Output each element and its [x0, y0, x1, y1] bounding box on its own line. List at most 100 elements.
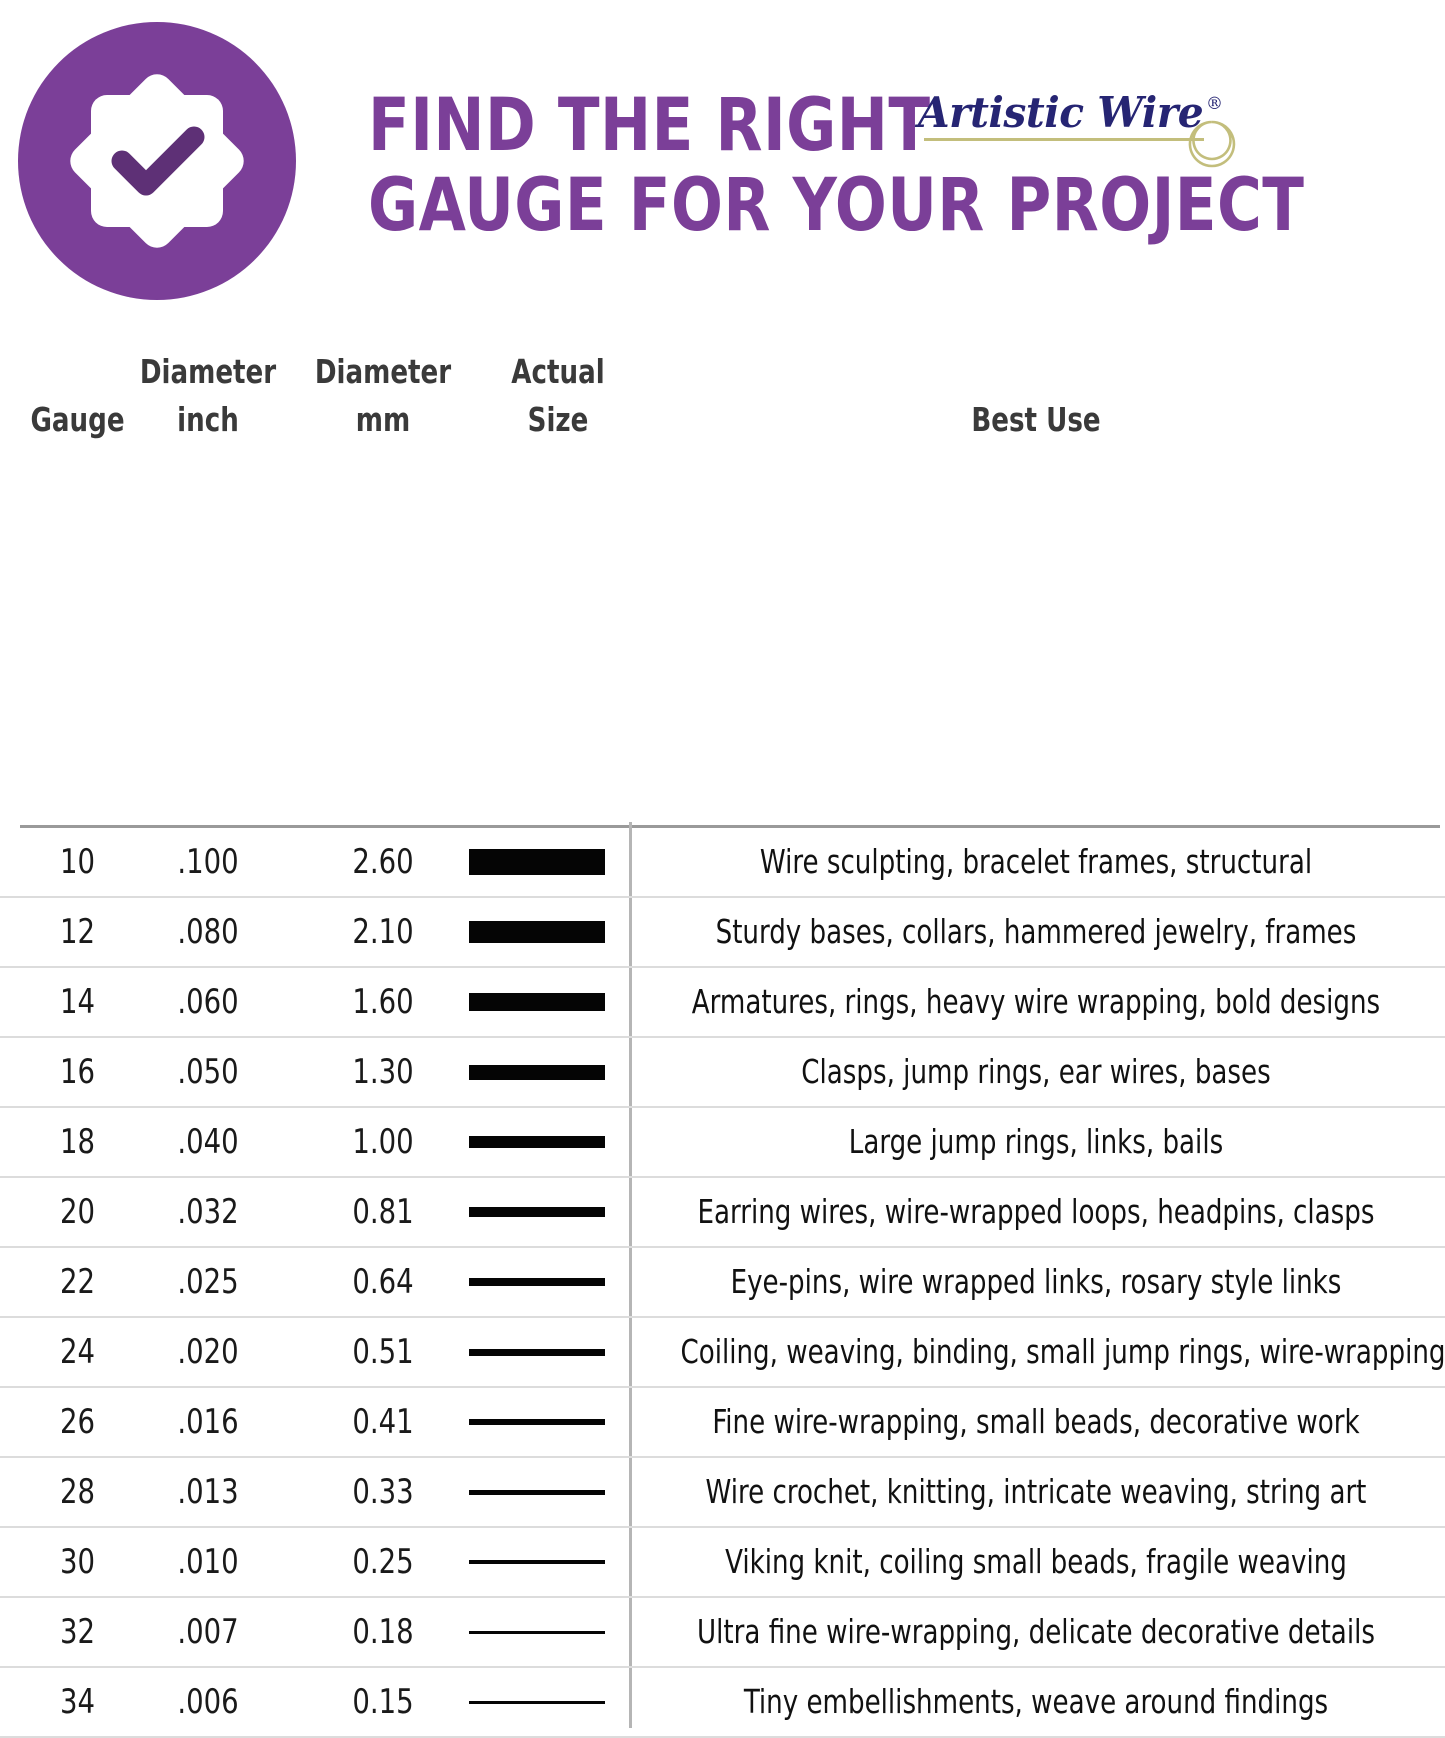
table-row: 20 .032 0.81 Earring wires, wire-wrapped lo… [0, 1178, 1445, 1248]
actual-size-bar [469, 921, 605, 943]
cell-diameter-inch: .016 [177, 1402, 239, 1442]
cell-actual-size [469, 968, 605, 1036]
actual-size-bar [469, 1348, 605, 1356]
actual-size-bar [469, 1489, 605, 1495]
cell-gauge: 10 [59, 842, 96, 882]
table-body: 10 .100 2.60 Wire sculpting, bracelet frame… [0, 828, 1445, 1738]
cell-diameter-inch: .013 [177, 1472, 239, 1512]
cell-gauge: 24 [59, 1332, 96, 1372]
cell-actual-size [469, 898, 605, 966]
cell-gauge: 28 [59, 1472, 96, 1512]
cell-gauge: 12 [59, 912, 96, 952]
title-line-2: GAUGE FOR YOUR PROJECT [368, 163, 1305, 248]
verified-check-badge-icon [18, 22, 296, 300]
cell-gauge: 16 [59, 1052, 96, 1092]
column-divider-vertical [629, 822, 632, 1728]
cell-actual-size [469, 1178, 605, 1246]
actual-size-bar [469, 1630, 605, 1634]
header-inch-top: Diameter [139, 352, 277, 391]
cell-gauge: 22 [59, 1262, 96, 1302]
cell-gauge: 30 [59, 1542, 96, 1582]
actual-size-bar [469, 1136, 605, 1148]
cell-actual-size [469, 1598, 605, 1666]
cell-best-use: Clasps, jump rings, ear wires, bases [801, 1052, 1271, 1091]
spiral-coil-icon [1186, 118, 1238, 170]
artistic-wire-logo: Artistic Wire ® [918, 88, 1236, 188]
cell-diameter-mm: 2.60 [352, 842, 414, 882]
cell-gauge: 32 [59, 1612, 96, 1652]
actual-size-bar [469, 1207, 605, 1217]
header-inch: inch [177, 400, 239, 439]
wire-gauge-table: Diameter Diameter Actual Gauge inch mm S… [0, 352, 1445, 1738]
cell-diameter-mm: 0.25 [352, 1542, 414, 1582]
cell-gauge: 34 [59, 1682, 96, 1722]
actual-size-bar [469, 1064, 605, 1080]
cell-diameter-mm: 0.64 [352, 1262, 414, 1302]
cell-diameter-mm: 1.00 [352, 1122, 414, 1162]
cell-diameter-inch: .020 [177, 1332, 239, 1372]
page-title: FIND THE RIGHT GAUGE FOR YOUR PROJECT [368, 86, 1378, 246]
actual-size-bar [469, 1419, 605, 1425]
cell-diameter-mm: 0.41 [352, 1402, 414, 1442]
cell-best-use: Wire crochet, knitting, intricate weavin… [705, 1472, 1367, 1511]
cell-actual-size [469, 828, 605, 896]
registered-trademark-icon: ® [1206, 94, 1223, 114]
cell-diameter-mm: 0.15 [352, 1682, 414, 1722]
header-mm-top: Diameter [314, 352, 452, 391]
table-header-row-bottom: Gauge inch mm Size Best Use [0, 400, 1445, 448]
cell-actual-size [469, 1248, 605, 1316]
cell-best-use: Viking knit, coiling small beads, fragil… [725, 1542, 1347, 1581]
cell-best-use: Armatures, rings, heavy wire wrapping, b… [691, 982, 1381, 1021]
header-best-use: Best Use [971, 400, 1101, 439]
table-row: 22 .025 0.64 Eye-pins, wire wrapped links, … [0, 1248, 1445, 1318]
cell-actual-size [469, 1668, 605, 1736]
actual-size-bar [469, 1560, 605, 1564]
table-row: 28 .013 0.33 Wire crochet, knitting, intric… [0, 1458, 1445, 1528]
cell-diameter-inch: .050 [177, 1052, 239, 1092]
cell-actual-size [469, 1318, 605, 1386]
cell-best-use: Ultra fine wire-wrapping, delicate decor… [697, 1612, 1375, 1651]
table-row: 10 .100 2.60 Wire sculpting, bracelet frame… [0, 828, 1445, 898]
cell-diameter-inch: .006 [177, 1682, 239, 1722]
cell-actual-size [469, 1528, 605, 1596]
cell-actual-size [469, 1108, 605, 1176]
header-size-top: Actual [511, 352, 605, 391]
header-divider-rule [20, 825, 1440, 828]
cell-best-use: Large jump rings, links, bails [848, 1122, 1224, 1161]
table-row: 18 .040 1.00 Large jump rings, links, bails [0, 1108, 1445, 1178]
brand-name: Artistic Wire [918, 88, 1204, 137]
cell-diameter-inch: .025 [177, 1262, 239, 1302]
cell-gauge: 18 [59, 1122, 96, 1162]
cell-best-use: Sturdy bases, collars, hammered jewelry,… [715, 912, 1357, 951]
cell-gauge: 14 [59, 982, 96, 1022]
cell-diameter-mm: 0.18 [352, 1612, 414, 1652]
table-row: 32 .007 0.18 Ultra fine wire-wrapping, deli… [0, 1598, 1445, 1668]
cell-gauge: 26 [59, 1402, 96, 1442]
header-size: Size [527, 400, 589, 439]
cell-actual-size [469, 1388, 605, 1456]
cell-diameter-mm: 2.10 [352, 912, 414, 952]
cell-diameter-mm: 1.60 [352, 982, 414, 1022]
table-header-row-top: Diameter Diameter Actual [0, 352, 1445, 400]
table-row: 26 .016 0.41 Fine wire-wrapping, small bead… [0, 1388, 1445, 1458]
brand-underline-rule [924, 138, 1204, 141]
cell-actual-size [469, 1458, 605, 1526]
cell-best-use: Wire sculpting, bracelet frames, structu… [759, 842, 1313, 881]
actual-size-bar [469, 993, 605, 1011]
cell-diameter-inch: .007 [177, 1612, 239, 1652]
cell-diameter-inch: .040 [177, 1122, 239, 1162]
table-row: 14 .060 1.60 Armatures, rings, heavy wire w… [0, 968, 1445, 1038]
cell-gauge: 20 [59, 1192, 96, 1232]
cell-diameter-inch: .060 [177, 982, 239, 1022]
table-row: 12 .080 2.10 Sturdy bases, collars, hammere… [0, 898, 1445, 968]
cell-diameter-inch: .010 [177, 1542, 239, 1582]
cell-best-use: Earring wires, wire-wrapped loops, headp… [697, 1192, 1375, 1231]
cell-diameter-inch: .100 [177, 842, 239, 882]
actual-size-bar [469, 1278, 605, 1286]
cell-diameter-mm: 0.33 [352, 1472, 414, 1512]
cell-diameter-mm: 0.81 [352, 1192, 414, 1232]
header-banner: FIND THE RIGHT GAUGE FOR YOUR PROJECT Ar… [0, 0, 1445, 340]
cell-diameter-inch: .032 [177, 1192, 239, 1232]
header-gauge: Gauge [30, 400, 125, 439]
actual-size-bar [469, 1700, 605, 1704]
